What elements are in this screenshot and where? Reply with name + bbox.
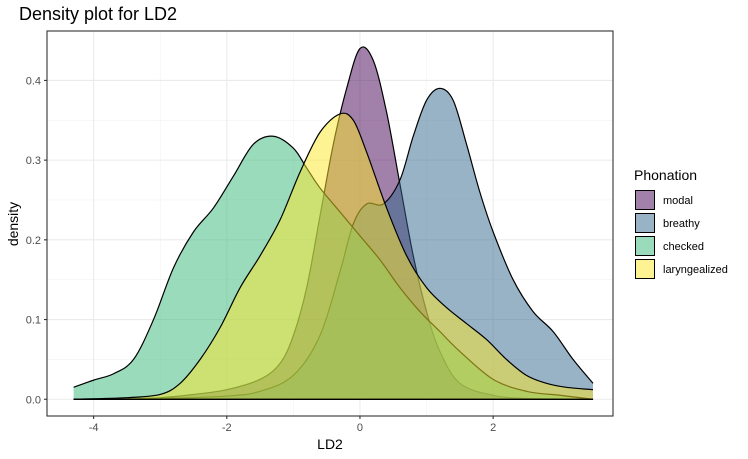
y-tick-label: 0.2: [26, 235, 41, 247]
x-tick-label: 0: [357, 422, 363, 434]
legend-swatch-breathy: [635, 213, 655, 233]
y-tick-label: 0.3: [26, 155, 41, 167]
legend-label-checked: checked: [663, 241, 704, 253]
legend-label-modal: modal: [663, 195, 693, 207]
x-axis-title: LD2: [317, 436, 343, 452]
y-axis: 0.0 0.1 0.2 0.3 0.4: [26, 75, 47, 406]
x-tick-label: 2: [490, 422, 496, 434]
legend: Phonation modal breathy checked laryngealiz…: [634, 167, 728, 279]
density-area-laryngealized: [73, 113, 594, 400]
legend-title: Phonation: [634, 167, 697, 183]
legend-swatch-modal: [635, 190, 655, 210]
y-tick-label: 0.4: [26, 75, 41, 87]
chart-title: Density plot for LD2: [19, 4, 177, 24]
x-tick-label: -2: [222, 422, 232, 434]
y-axis-title: density: [5, 202, 21, 246]
legend-swatch-checked: [635, 236, 655, 256]
x-axis: -4 -2 0 2: [89, 416, 496, 434]
y-tick-label: 0.1: [26, 315, 41, 327]
y-tick-label: 0.0: [26, 394, 41, 406]
panel-border: [46, 30, 614, 417]
legend-label-laryngealized: laryngealized: [663, 264, 728, 276]
x-tick-label: -4: [89, 422, 99, 434]
legend-label-breathy: breathy: [663, 218, 700, 230]
legend-swatch-laryngealized: [635, 259, 655, 279]
density-line-laryngealized: [73, 112, 594, 400]
plot-panel: [46, 30, 614, 417]
